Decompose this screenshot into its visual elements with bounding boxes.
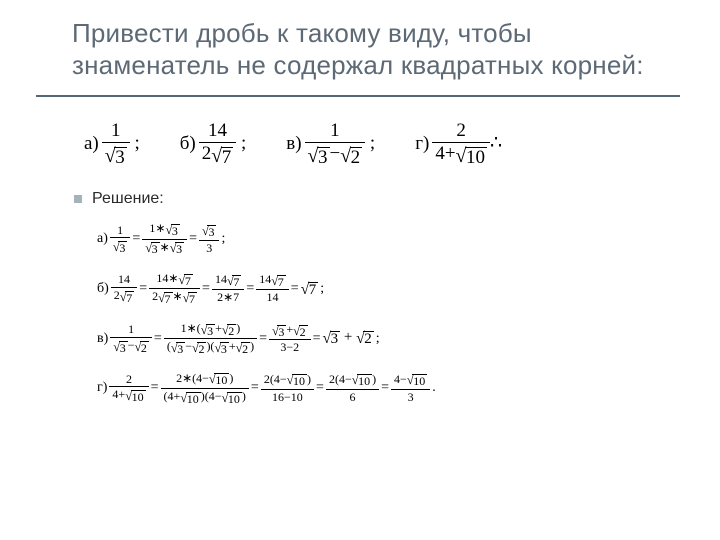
bullet-icon bbox=[74, 195, 82, 203]
solution-a: а) 1√3 = 1∗√3√3∗√3 = √33 ; bbox=[96, 222, 680, 256]
label-b: б) bbox=[180, 133, 196, 154]
solution-c: в) 1√3−√2 = 1∗(√3+√2)(√3−√2)(√3+√2) = √3… bbox=[96, 322, 680, 356]
problem-d: г)24+√10∴ bbox=[415, 121, 501, 168]
label-a: а) bbox=[84, 133, 99, 154]
solution-b: б) 142√7 = 14∗√72√7∗√7 = 14√72∗7 = 14√71… bbox=[96, 272, 680, 306]
solution-heading: Решение: bbox=[74, 190, 680, 208]
solution-d: г) 24+√10 = 2∗(4−√10)(4+√10)(4−√10) = 2(… bbox=[96, 372, 680, 406]
solutions-block: а) 1√3 = 1∗√3√3∗√3 = √33 ; б) 142√7 = 14… bbox=[96, 222, 680, 405]
slide: Привести дробь к такому виду, чтобы знам… bbox=[0, 0, 720, 540]
solution-label: Решение: bbox=[92, 190, 164, 208]
slide-title: Привести дробь к такому виду, чтобы знам… bbox=[72, 18, 680, 81]
title-rule bbox=[36, 95, 680, 97]
problems-row: а)1√3 ; б)142√7 ; в)1√3−√2 ; г)24+√10∴ bbox=[84, 121, 680, 168]
problem-b: б)142√7 ; bbox=[180, 121, 246, 168]
label-d: г) bbox=[415, 133, 429, 154]
problem-a: а)1√3 ; bbox=[84, 121, 140, 168]
problem-c: в)1√3−√2 ; bbox=[286, 121, 375, 168]
label-c: в) bbox=[286, 133, 301, 154]
